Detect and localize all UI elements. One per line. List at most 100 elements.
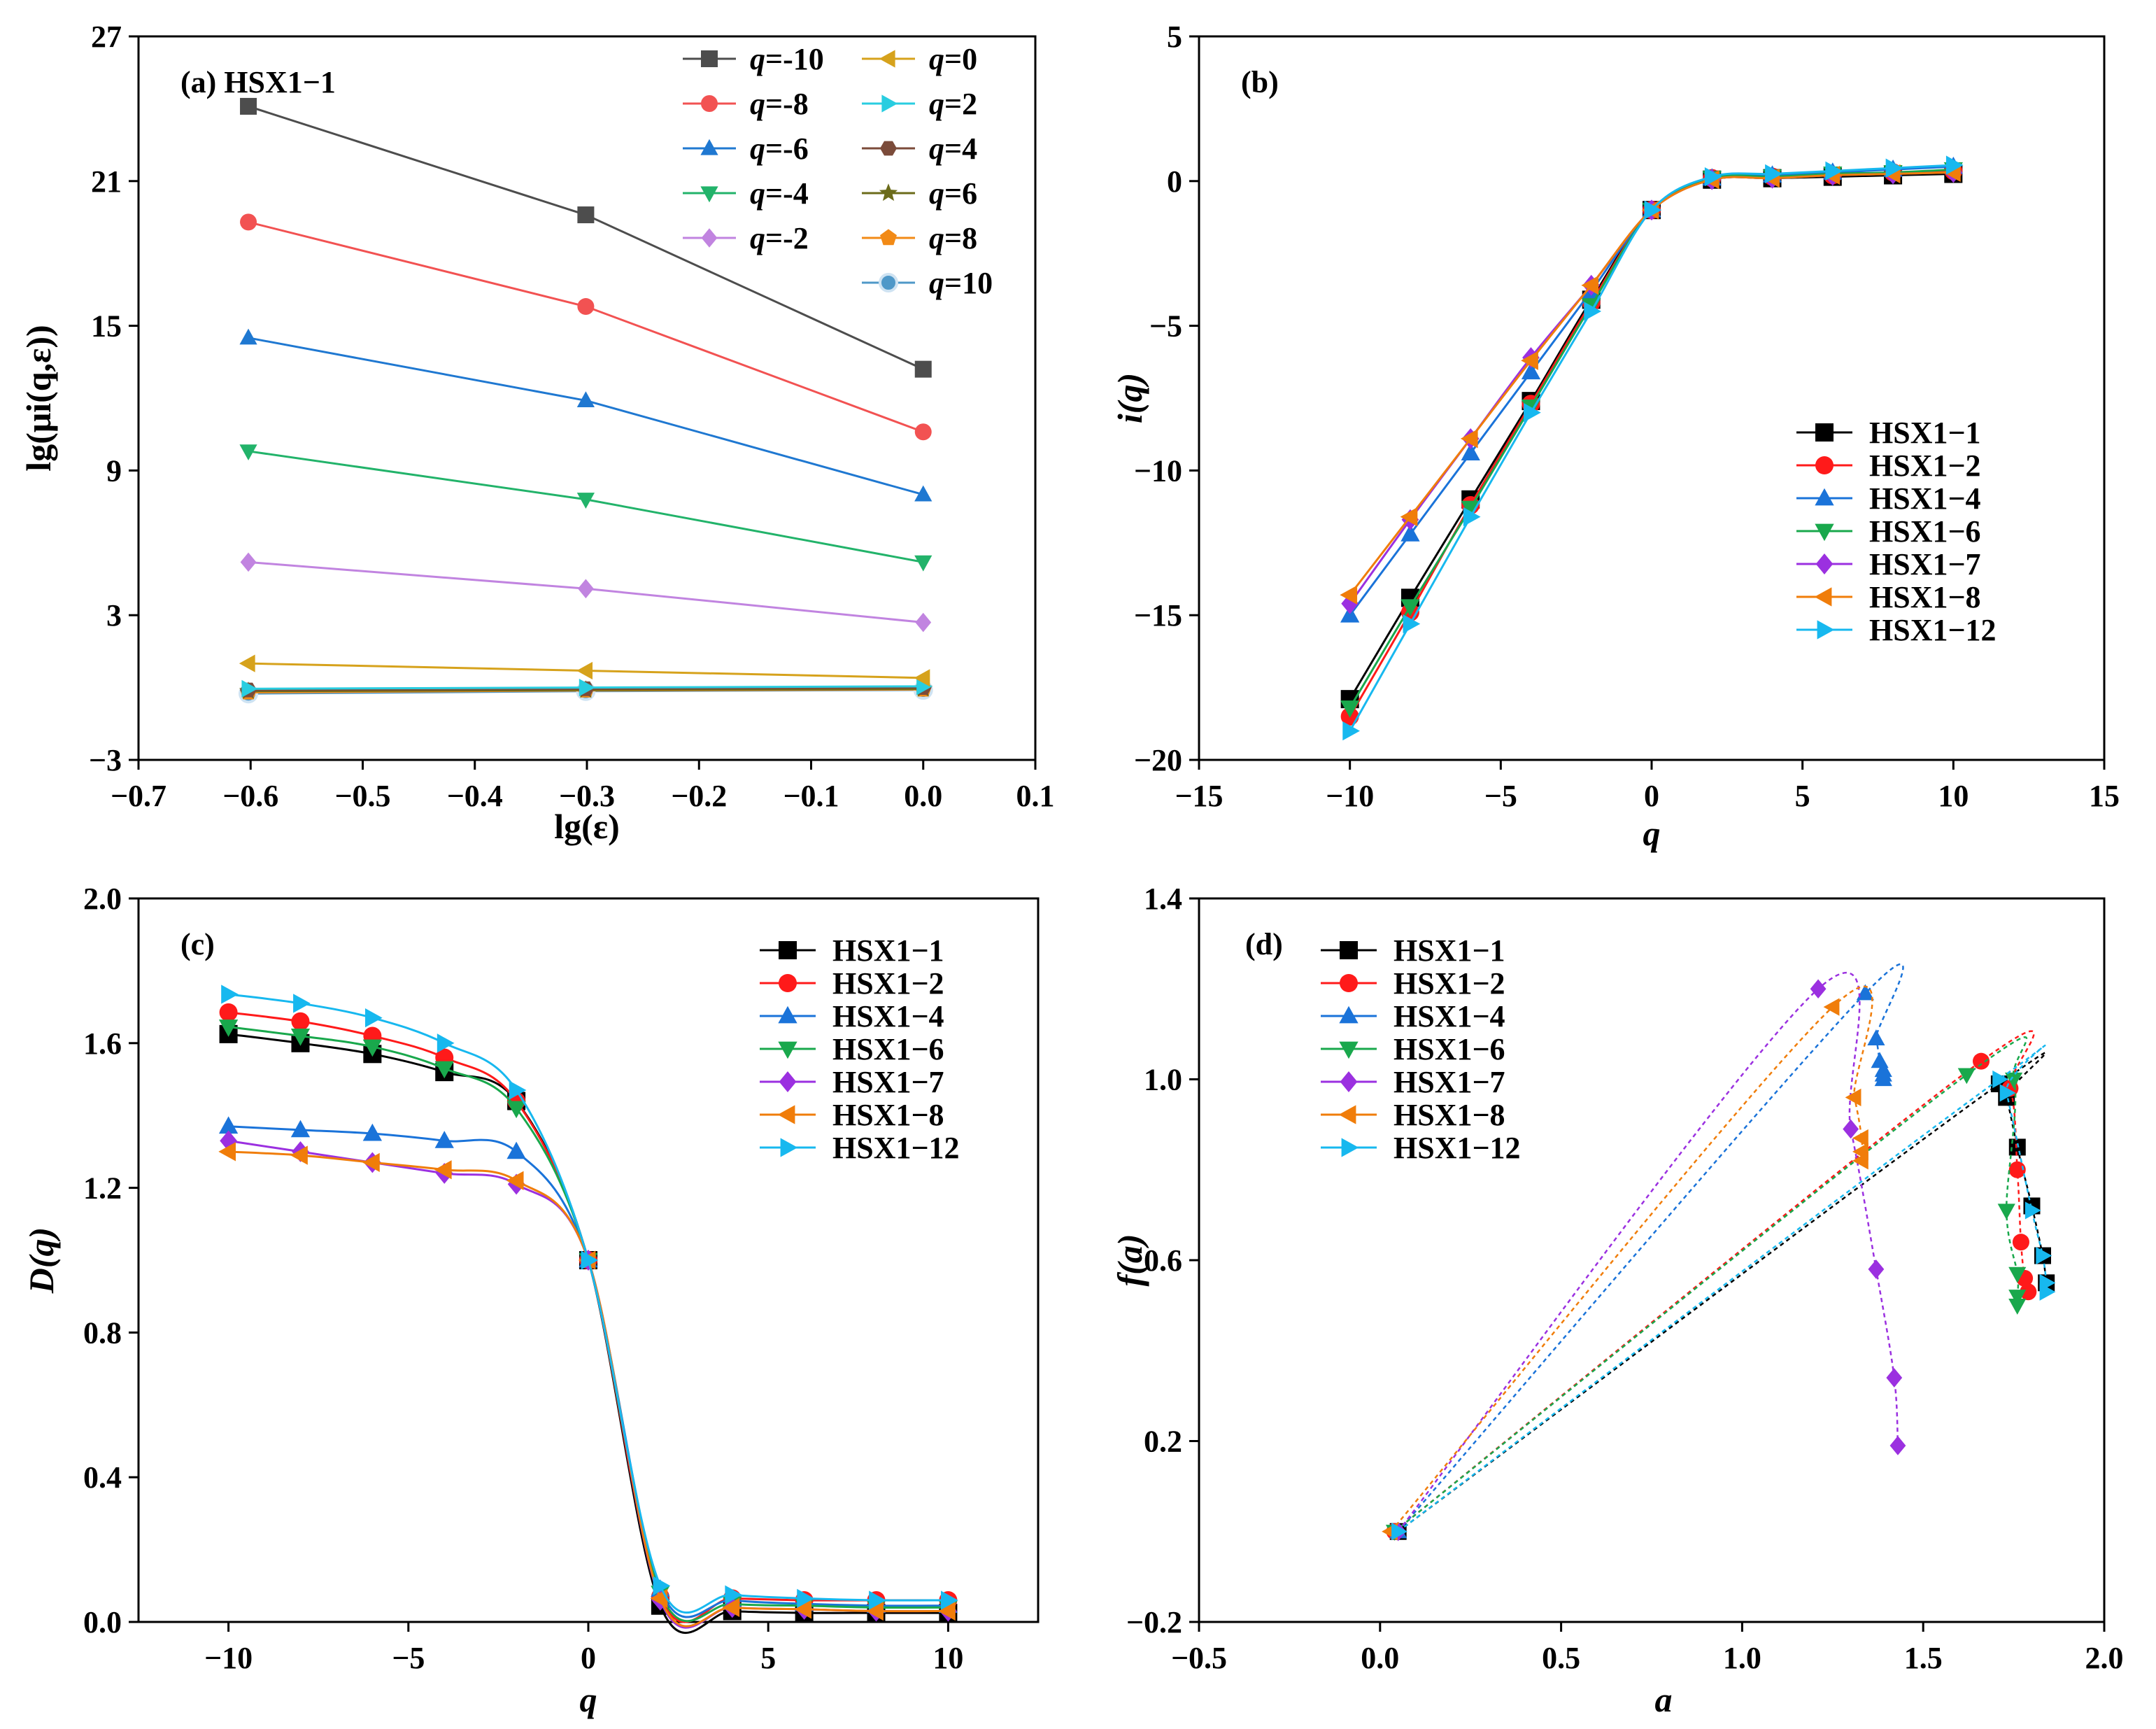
panel-c-y-axis-title: D(q): [22, 1227, 61, 1294]
x-tick-label: −10: [1326, 779, 1374, 813]
legend-label-q=0: q=0: [929, 42, 977, 76]
data-point-HSX1−12: [1584, 302, 1602, 321]
data-point-HSX1−2: [2020, 1283, 2037, 1301]
data-point-HSX1−2: [2008, 1161, 2026, 1178]
legend-label-HSX1−2: HSX1−2: [1393, 966, 1505, 1001]
data-point-HSX1−12: [293, 994, 311, 1013]
data-point-HSX1−4: [1461, 443, 1480, 460]
x-tick-label: 10: [932, 1641, 963, 1675]
series-line-HSX1−2: [1349, 169, 1954, 717]
legend-marker-HSX1−12: [780, 1138, 798, 1157]
legend-label-HSX1−8: HSX1−8: [1869, 580, 1981, 614]
data-point-HSX1−2: [1973, 1052, 1990, 1070]
panel-a-label: (a) HSX1−1: [180, 65, 336, 99]
legend-label-HSX1−7: HSX1−7: [832, 1065, 944, 1099]
x-tick-label: −10: [204, 1641, 253, 1675]
data-point-HSX1−12: [221, 985, 239, 1004]
y-tick-label: 27: [91, 20, 122, 54]
data-point-HSX1−6: [1997, 1204, 2015, 1220]
panel-a-x-ticks: −0.7 −0.6 −0.5 −0.4 −0.3 −0.2 −0.1 0.0 0.1: [111, 760, 1055, 813]
panel-a: −0.7 −0.6 −0.5 −0.4 −0.3 −0.2 −0.1 0.0 0.1 −3 3 9 1…: [19, 20, 1055, 846]
y-tick-label: 1.2: [83, 1171, 122, 1206]
data-point-HSX1−8: [1845, 1088, 1861, 1106]
panel-b-y-axis-title: i(q): [1110, 373, 1149, 423]
x-tick-label: −5: [392, 1641, 425, 1675]
data-point-HSX1−7: [1810, 979, 1827, 999]
panel-b-legend: HSX1−1HSX1−2HSX1−4HSX1−6HSX1−7HSX1−8HSX1…: [1796, 416, 1997, 647]
data-point-HSX1−12: [437, 1033, 455, 1053]
data-point-q=2: [579, 679, 595, 697]
panel-b-x-ticks: −15 −10 −5 0 5 10 15: [1175, 760, 2120, 813]
data-point-HSX1−4: [218, 1116, 239, 1134]
panel-c-label: (c): [180, 927, 215, 961]
data-point-HSX1−12: [1885, 158, 1903, 178]
legend-label-HSX1−4: HSX1−4: [1393, 999, 1505, 1033]
data-point-HSX1−12: [1403, 614, 1421, 634]
panel-c-x-ticks: −10 −5 0 5 10: [204, 1622, 963, 1675]
y-tick-label: −5: [1149, 309, 1182, 344]
data-point-HSX1−12: [581, 1250, 599, 1270]
data-point-q=-2: [240, 552, 257, 572]
legend-label-HSX1−8: HSX1−8: [832, 1098, 944, 1132]
data-point-HSX1−7: [1868, 1259, 1885, 1279]
data-point-q=0: [239, 654, 255, 672]
data-point-HSX1−6: [2005, 1072, 2023, 1089]
panel-d-legend: HSX1−1HSX1−2HSX1−4HSX1−6HSX1−7HSX1−8HSX1…: [1321, 933, 1521, 1165]
y-tick-label: −10: [1134, 453, 1182, 488]
series-line-HSX1−7: [1397, 972, 1899, 1532]
data-point-HSX1−12: [509, 1080, 527, 1100]
data-point-HSX1−12: [1391, 1523, 1407, 1541]
x-tick-label: 10: [1938, 779, 1969, 813]
panel-c-series: [218, 985, 958, 1635]
x-tick-label: 0.5: [1542, 1641, 1580, 1675]
data-point-HSX1−4: [1867, 1029, 1885, 1045]
legend-label-HSX1−6: HSX1−6: [1393, 1032, 1505, 1066]
legend-marker-q=10: [879, 273, 898, 292]
legend-label-q=-6: q=-6: [750, 132, 809, 166]
data-point-HSX1−12: [869, 1590, 886, 1610]
panel-d-y-ticks: −0.2 0.2 0.6 1.0 1.4: [1126, 882, 1199, 1639]
data-point-HSX1−7: [1886, 1368, 1903, 1388]
data-point-HSX1−6: [362, 1039, 383, 1057]
data-point-HSX1−12: [1945, 155, 1964, 175]
data-point-HSX1−4: [1521, 362, 1541, 380]
data-point-HSX1−12: [2039, 1283, 2056, 1301]
series-line-HSX1−1: [1397, 1052, 2048, 1532]
data-point-HSX1−8: [362, 1152, 380, 1173]
series-line-HSX1−4: [228, 1125, 949, 1618]
legend-label-q=-4: q=-4: [750, 176, 809, 211]
data-point-HSX1−8: [938, 1601, 956, 1621]
data-point-HSX1−12: [797, 1588, 814, 1609]
panel-d-series: [1382, 963, 2056, 1541]
legend-marker-HSX1−6: [778, 1041, 797, 1059]
series-line-HSX1−8: [1349, 171, 1954, 596]
data-point-q=2: [916, 677, 932, 696]
legend-label-q=8: q=8: [929, 221, 977, 255]
legend-label-HSX1−12: HSX1−12: [1393, 1131, 1521, 1165]
legend-label-q=2: q=2: [929, 87, 977, 121]
legend-label-q=4: q=4: [929, 132, 977, 166]
y-tick-label: 9: [106, 453, 122, 488]
data-point-HSX1−8: [1340, 585, 1358, 605]
x-tick-label: 0.1: [1016, 779, 1055, 813]
data-point-HSX1−12: [1524, 403, 1541, 423]
panel-b-series: [1340, 155, 1964, 741]
data-point-HSX1−8: [1852, 1129, 1868, 1148]
y-tick-label: −3: [89, 743, 122, 777]
data-point-HSX1−6: [1957, 1068, 1976, 1085]
legend-label-HSX1−7: HSX1−7: [1393, 1065, 1505, 1099]
data-point-HSX1−6: [290, 1029, 311, 1046]
legend-label-HSX1−4: HSX1−4: [1869, 481, 1981, 516]
data-point-q=-6: [239, 328, 257, 345]
legend-marker-HSX1−6: [1815, 523, 1834, 542]
data-point-HSX1−6: [218, 1019, 239, 1037]
y-tick-label: −20: [1134, 743, 1182, 777]
series-line-HSX1−7: [228, 1139, 949, 1629]
panel-d-label: (d): [1245, 927, 1283, 961]
panel-b: −15 −10 −5 0 5 10 15 −20−15−10−505 (b) q i(q) …: [1110, 20, 2120, 853]
legend-label-HSX1−1: HSX1−1: [1393, 933, 1505, 968]
data-point-HSX1−12: [2036, 1246, 2052, 1265]
data-point-HSX1−4: [362, 1123, 383, 1141]
data-point-HSX1−2: [291, 1012, 310, 1031]
legend-label-HSX1−12: HSX1−12: [832, 1131, 960, 1165]
